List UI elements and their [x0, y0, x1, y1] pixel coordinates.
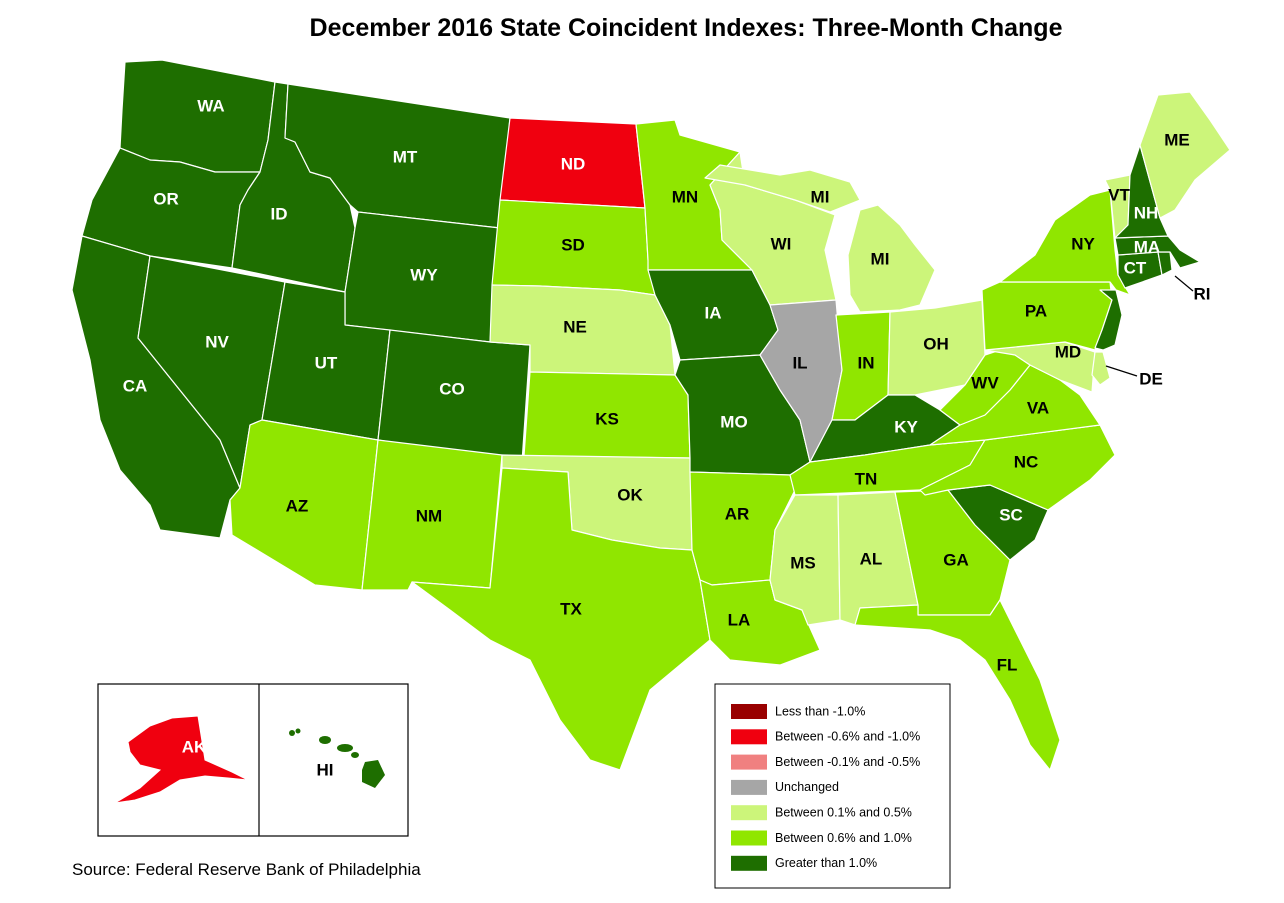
state-label-tn: TN	[855, 469, 878, 488]
legend-swatch	[731, 779, 767, 795]
state-ak[interactable]	[114, 715, 249, 804]
state-label-hi: HI	[317, 760, 334, 779]
state-de[interactable]	[1091, 351, 1111, 386]
state-label-sd: SD	[561, 235, 585, 254]
state-label-fl: FL	[997, 655, 1018, 674]
state-label-me: ME	[1164, 130, 1190, 149]
state-label-wa: WA	[197, 96, 224, 115]
legend-swatch	[731, 805, 767, 821]
state-label-ms: MS	[790, 553, 816, 572]
state-label-wi: WI	[771, 234, 792, 253]
legend-label: Between 0.1% and 0.5%	[775, 805, 912, 819]
state-label-mi: MI	[871, 249, 890, 268]
state-label-pa: PA	[1025, 301, 1047, 320]
state-label-nm: NM	[416, 506, 442, 525]
state-mi-lower[interactable]	[847, 204, 936, 313]
inset-box: AK HI	[97, 683, 409, 837]
state-co[interactable]	[377, 329, 531, 463]
state-nc[interactable]	[919, 424, 1116, 511]
state-label-de: DE	[1139, 369, 1163, 388]
legend-label: Unchanged	[775, 780, 839, 794]
map-title: December 2016 State Coincident Indexes: …	[309, 14, 1063, 42]
label-leader-lines	[1105, 275, 1194, 377]
state-label-nd: ND	[561, 154, 586, 173]
state-label-tx: TX	[560, 599, 582, 618]
state-nj[interactable]	[1094, 289, 1123, 351]
state-label-in: IN	[858, 353, 875, 372]
legend-label: Greater than 1.0%	[775, 856, 877, 870]
state-label-nj: NJ	[1120, 322, 1142, 341]
legend-swatch	[731, 704, 767, 719]
legend-label: Between 0.6% and 1.0%	[775, 831, 912, 845]
state-wa[interactable]	[119, 59, 276, 173]
state-shapes	[71, 59, 1231, 771]
state-label-ks: KS	[595, 409, 619, 428]
state-label-id: ID	[271, 204, 288, 223]
state-label-sc: SC	[999, 505, 1023, 524]
legend-label: Less than -1.0%	[775, 704, 865, 718]
state-label-ga: GA	[943, 550, 969, 569]
state-ma[interactable]	[1114, 235, 1201, 269]
state-label-or: OR	[153, 189, 179, 208]
legend-swatch	[731, 855, 767, 871]
state-hi[interactable]	[289, 728, 385, 789]
legend-swatch	[731, 729, 767, 745]
state-label-vt: VT	[1108, 185, 1130, 204]
state-label-ri: RI	[1194, 284, 1211, 303]
legend-label: Between -0.1% and -0.5%	[775, 755, 920, 769]
state-mi-upper[interactable]	[704, 164, 861, 213]
map-title-container: December 2016 State Coincident Indexes: …	[0, 0, 1284, 50]
state-label-mn: MN	[672, 187, 698, 206]
state-label-al: AL	[860, 549, 883, 568]
legend-swatch	[731, 754, 767, 770]
state-label-ny: NY	[1071, 234, 1095, 253]
state-label-md: MD	[1055, 342, 1081, 361]
state-label-wv: WV	[971, 373, 999, 392]
state-label-va: VA	[1027, 398, 1049, 417]
state-label-mt: MT	[393, 147, 418, 166]
state-label-ct: CT	[1124, 258, 1147, 277]
state-label-az: AZ	[286, 496, 309, 515]
state-label-ok: OK	[617, 485, 643, 504]
state-label-nh: NH	[1134, 203, 1159, 222]
state-me[interactable]	[1139, 91, 1231, 219]
state-label-ma: MA	[1134, 237, 1160, 256]
legend-swatch	[731, 830, 767, 846]
state-label-mo: MO	[720, 412, 747, 431]
state-label-ia: IA	[705, 303, 722, 322]
state-ny[interactable]	[999, 189, 1131, 296]
legend: Less than -1.0% Between -0.6% and -1.0% Be…	[714, 683, 951, 889]
state-label-nv: NV	[205, 332, 229, 351]
state-label-mi-upper: MI	[811, 187, 830, 206]
state-label-ar: AR	[725, 504, 750, 523]
state-label-wy: WY	[410, 265, 438, 284]
legend-label: Between -0.6% and -1.0%	[775, 730, 920, 744]
state-ne[interactable]	[489, 284, 676, 376]
state-fl[interactable]	[854, 599, 1061, 771]
state-label-ut: UT	[315, 353, 338, 372]
state-label-nc: NC	[1014, 452, 1039, 471]
state-label-co: CO	[439, 379, 465, 398]
state-label-ne: NE	[563, 317, 587, 336]
state-label-oh: OH	[923, 334, 949, 353]
state-label-ca: CA	[123, 376, 148, 395]
state-tx[interactable]	[411, 467, 711, 771]
source-note: Source: Federal Reserve Bank of Philadel…	[72, 860, 421, 879]
state-label-ky: KY	[894, 417, 918, 436]
state-label-il: IL	[792, 353, 807, 372]
state-label-ak: AK	[182, 737, 207, 756]
state-labels: WA OR CA ID NV MT WY UT CO AZ NM ND SD NE KS OK TX MN IA MO…	[123, 96, 1211, 674]
state-label-la: LA	[728, 610, 751, 629]
